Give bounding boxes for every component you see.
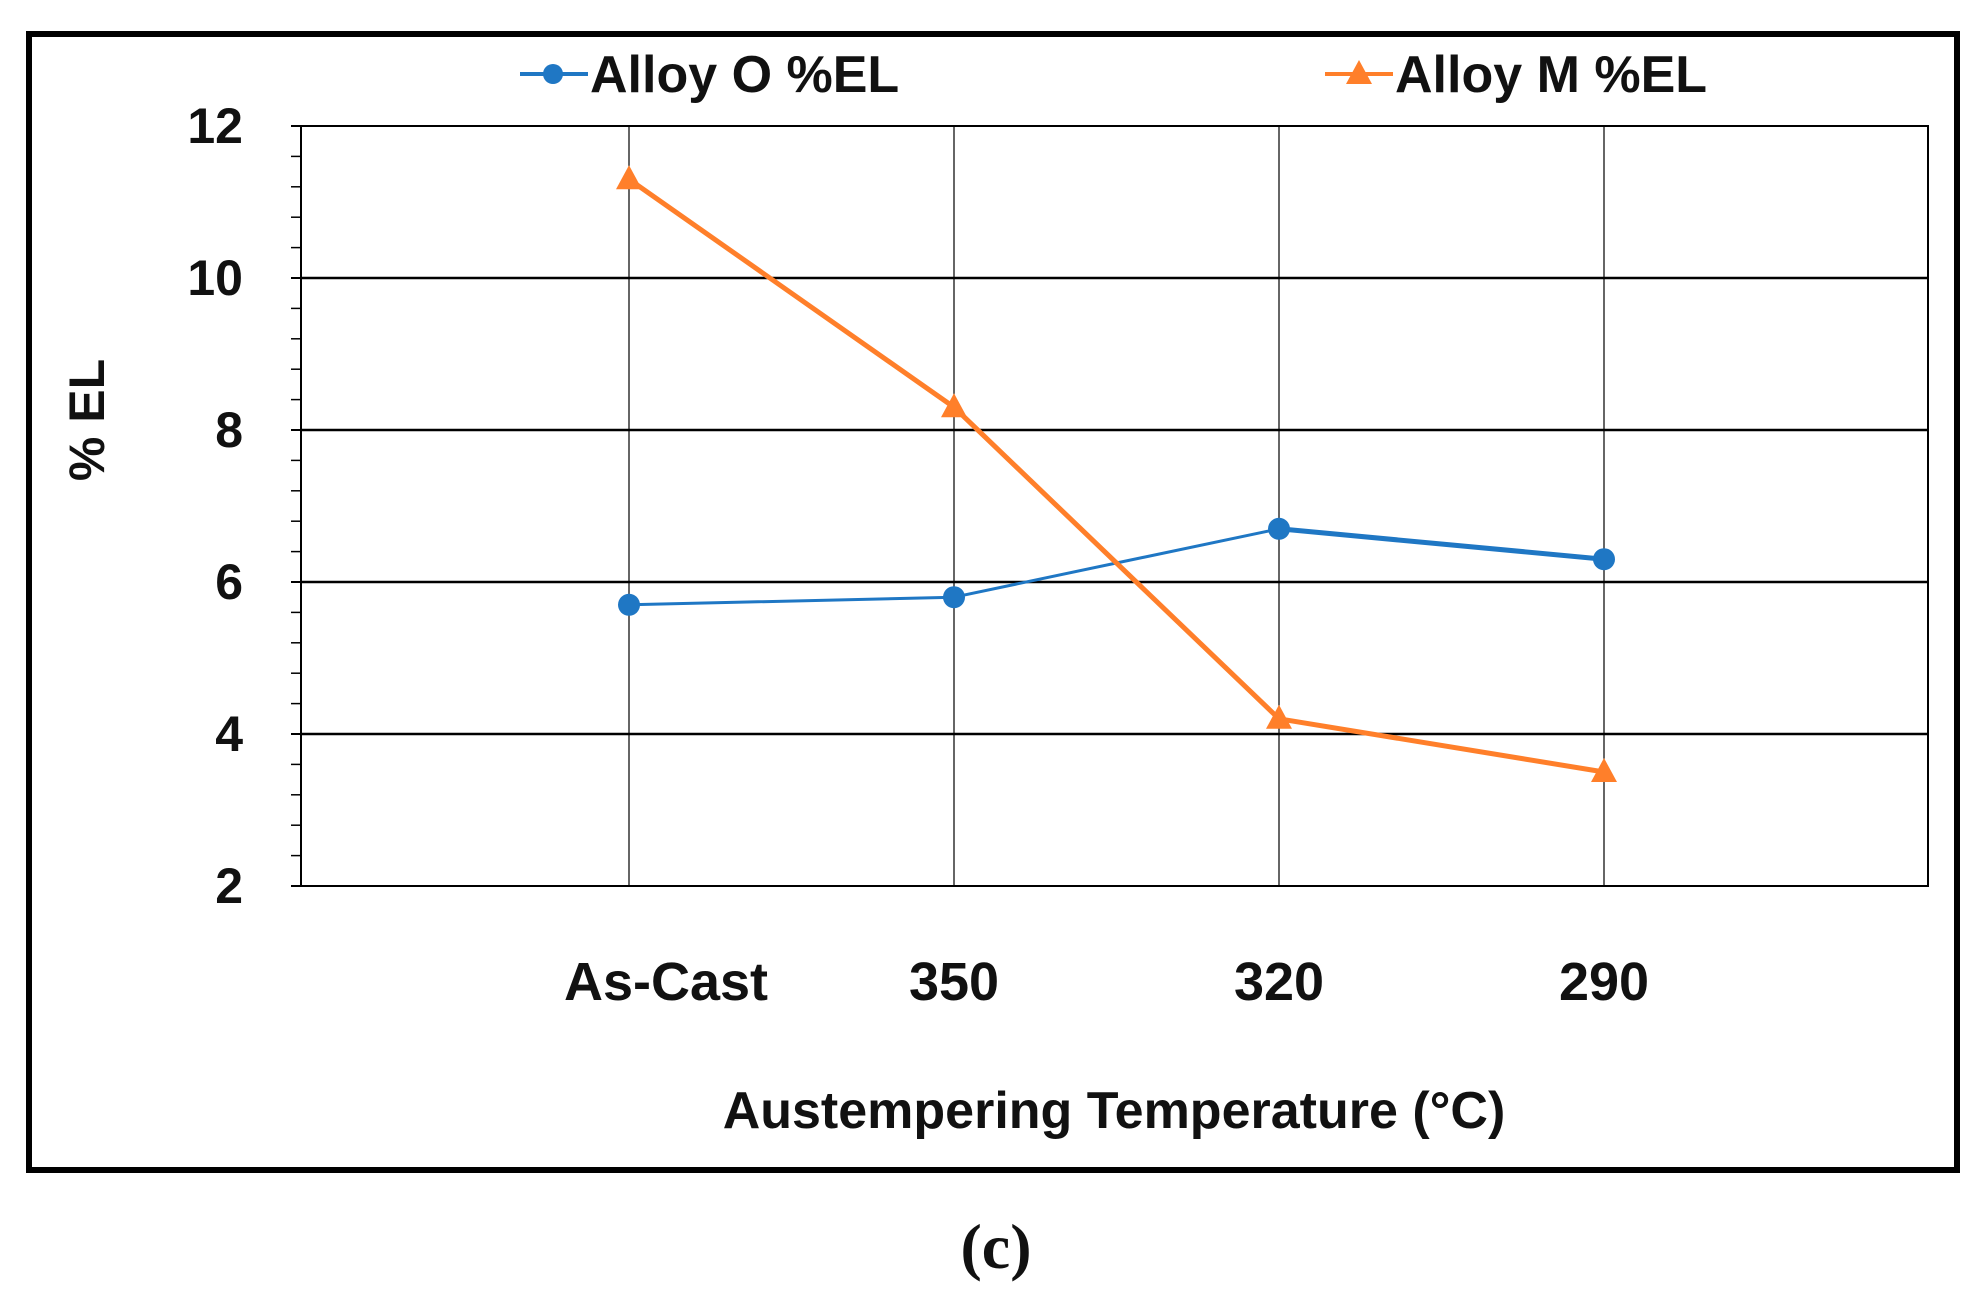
series-layer — [616, 165, 1617, 782]
x-axis-tick-labels: As-Cast 350 320 290 — [564, 952, 1649, 1012]
chart-frame — [26, 31, 1960, 1173]
legend-label-alloy-m: Alloy M %EL — [1395, 46, 1707, 104]
series-alloy-m — [616, 165, 1617, 782]
y-tick-label: 8 — [215, 402, 243, 458]
data-point-alloy-m — [1591, 758, 1617, 782]
data-point-alloy-o — [1593, 548, 1615, 571]
series-line-segment-alloy-o — [627, 595, 956, 607]
series-line-segment-alloy-o — [1276, 526, 1607, 562]
y-tick-label: 4 — [215, 706, 243, 762]
data-point-alloy-m — [616, 165, 642, 190]
legend-label-alloy-o: Alloy O %EL — [590, 46, 899, 104]
x-tick-label: 350 — [909, 952, 999, 1012]
data-point-alloy-o — [618, 593, 640, 616]
y-tick-label: 12 — [187, 98, 243, 154]
data-point-alloy-m — [941, 393, 967, 418]
figure-caption: (c) — [960, 1211, 1031, 1282]
y-axis-ticks: 2 4 6 8 10 12 — [187, 98, 301, 914]
x-tick-label: 290 — [1559, 952, 1649, 1012]
legend: Alloy O %EL Alloy M %EL — [520, 46, 1707, 104]
legend-marker-alloy-o — [543, 64, 563, 84]
legend-item-alloy-m: Alloy M %EL — [1325, 46, 1707, 104]
legend-item-alloy-o: Alloy O %EL — [520, 46, 899, 104]
y-tick-label: 10 — [187, 250, 243, 306]
data-point-alloy-o — [1268, 517, 1290, 540]
y-tick-label: 2 — [215, 858, 243, 914]
series-line-segment-alloy-m — [951, 404, 1282, 722]
data-point-alloy-o — [943, 586, 965, 609]
x-tick-label: 320 — [1234, 952, 1324, 1012]
data-point-alloy-m — [1266, 704, 1292, 729]
legend-marker-alloy-m — [1346, 60, 1372, 84]
x-tick-label: As-Cast — [564, 952, 768, 1012]
series-line-segment-alloy-m — [626, 176, 957, 410]
series-line-segment-alloy-m — [1276, 716, 1607, 775]
plot-area — [300, 125, 1929, 887]
y-axis-title: % EL — [59, 359, 115, 481]
x-axis-title: Austempering Temperature (°C) — [723, 1082, 1506, 1140]
series-alloy-o — [618, 517, 1615, 616]
y-tick-label: 6 — [215, 554, 243, 610]
